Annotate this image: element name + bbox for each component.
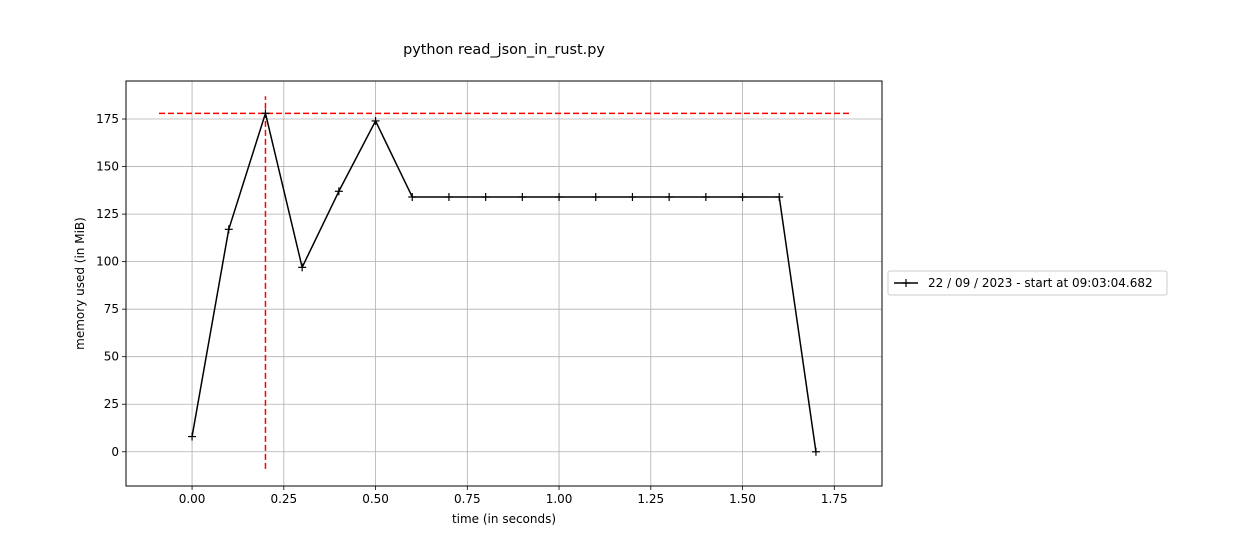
x-tick-label: 1.50 [729, 492, 756, 506]
series-layer [188, 109, 820, 456]
data-point-marker [775, 192, 784, 201]
reference-lines [159, 96, 849, 469]
y-tick-label: 75 [104, 302, 119, 316]
y-tick-label: 50 [104, 350, 119, 364]
y-tick-label: 0 [111, 445, 119, 459]
grid-lines [126, 81, 882, 486]
y-tick-label: 25 [104, 397, 119, 411]
data-point-marker [628, 192, 637, 201]
x-tick-label: 1.00 [546, 492, 573, 506]
data-point-marker [518, 192, 527, 201]
legend: 22 / 09 / 2023 - start at 09:03:04.682 [887, 270, 1168, 296]
series-line [191, 112, 817, 452]
data-point-marker [591, 192, 600, 201]
legend-box [887, 270, 1168, 296]
x-tick-label: 0.75 [454, 492, 481, 506]
legend-entry-label: 22 / 09 / 2023 - start at 09:03:04.682 [928, 276, 1153, 290]
y-tick-label: 150 [96, 160, 119, 174]
legend-marker [902, 279, 910, 287]
y-tick-label: 125 [96, 207, 119, 221]
data-point-marker [261, 109, 270, 118]
data-point-marker [188, 432, 197, 441]
data-point-marker [701, 192, 710, 201]
y-tick-label: 175 [96, 112, 119, 126]
data-point-marker [481, 192, 490, 201]
data-point-marker [408, 192, 417, 201]
data-point-marker [334, 187, 343, 196]
data-point-marker [298, 263, 307, 272]
data-point-marker [371, 116, 380, 125]
x-axis-label: time (in seconds) [452, 512, 556, 526]
y-tick-label: 100 [96, 255, 119, 269]
y-axis-label: memory used (in MiB) [73, 217, 87, 350]
data-point-marker [811, 447, 820, 456]
x-tick-label: 1.75 [821, 492, 848, 506]
x-tick-label: 0.00 [179, 492, 206, 506]
data-point-marker [665, 192, 674, 201]
data-point-marker [444, 192, 453, 201]
data-point-marker [224, 225, 233, 234]
x-tick-label: 0.50 [362, 492, 389, 506]
x-tick-label: 0.25 [270, 492, 297, 506]
chart-title: python read_json_in_rust.py [403, 42, 605, 58]
x-tick-label: 1.25 [637, 492, 664, 506]
plot-area-frame [125, 80, 883, 487]
axis-ticks: 0.00 0.25 0.50 0.75 1.00 1.25 1.50 1.75 0 25 50 75 1… [96, 112, 848, 506]
data-point-marker [555, 192, 564, 201]
data-point-marker [738, 192, 747, 201]
